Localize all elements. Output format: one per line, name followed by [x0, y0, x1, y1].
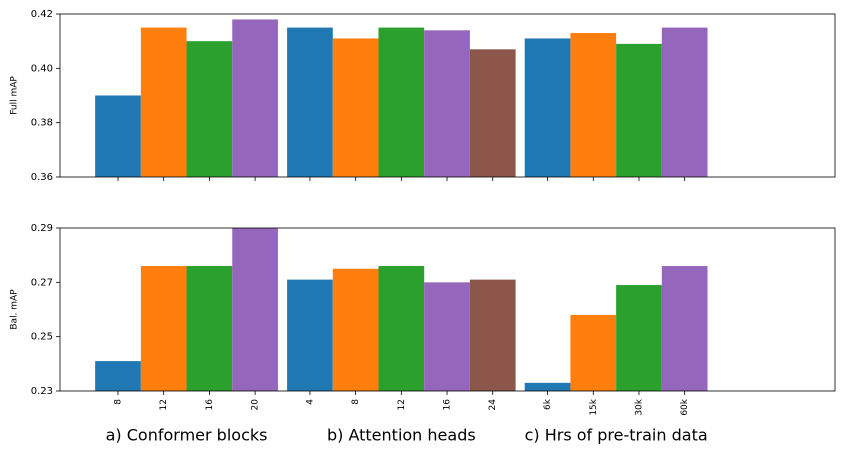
bar: [570, 314, 617, 391]
bar: [424, 282, 470, 391]
plot-frame: [59, 227, 836, 392]
y-tick-label: 0.36: [31, 172, 53, 183]
bar: [661, 266, 708, 391]
bar: [616, 43, 662, 178]
bar: [332, 268, 379, 391]
group-label: c) Hrs of pre-train data: [525, 426, 708, 445]
bar: [378, 266, 425, 391]
x-tick-label: 16: [205, 399, 215, 411]
x-tick-label: 12: [159, 399, 169, 410]
x-tick-label: 8: [114, 399, 124, 405]
bar: [616, 285, 662, 391]
x-tick-label: 8: [351, 399, 361, 405]
bar: [232, 19, 278, 177]
x-tick-label: 4: [305, 399, 315, 405]
y-tick-label: 0.25: [31, 332, 53, 343]
x-tick-label: 24: [488, 399, 498, 411]
x-tick-label: 20: [251, 399, 261, 411]
bar: [140, 266, 187, 391]
y-tick-label: 0.27: [31, 277, 53, 288]
bar: [186, 266, 233, 391]
plot-frame: [59, 13, 836, 178]
bar: [570, 33, 617, 178]
y-tick-label: 0.40: [31, 63, 53, 74]
y-tick-label: 0.29: [31, 223, 53, 234]
x-tick-label: 60k: [680, 398, 690, 415]
group-label: b) Attention heads: [327, 426, 476, 445]
bar: [661, 27, 708, 178]
x-tick-label: 30k: [634, 398, 644, 415]
bar: [287, 279, 333, 391]
bar: [378, 27, 425, 178]
y-axis-label: Full mAP: [10, 76, 20, 115]
bar: [469, 49, 516, 177]
bar: [186, 41, 233, 177]
bar: [469, 279, 516, 391]
bar: [232, 228, 278, 391]
group-label: a) Conformer blocks: [106, 426, 268, 445]
bar: [424, 30, 470, 177]
y-tick-label: 0.38: [31, 118, 53, 129]
x-tick-label: 16: [443, 399, 453, 411]
y-tick-label: 0.23: [31, 386, 53, 397]
x-tick-label: 15k: [589, 398, 599, 415]
bar: [524, 382, 571, 391]
x-tick-label: 6k: [543, 398, 553, 410]
y-axis-label: Bal. mAP: [10, 289, 20, 330]
bar: [95, 95, 141, 177]
bar: [95, 361, 141, 391]
bar: [140, 27, 187, 178]
bar: [287, 27, 333, 178]
y-tick-label: 0.42: [31, 9, 53, 20]
x-tick-label: 12: [397, 399, 407, 410]
bar: [524, 38, 571, 178]
bar: [332, 38, 379, 178]
